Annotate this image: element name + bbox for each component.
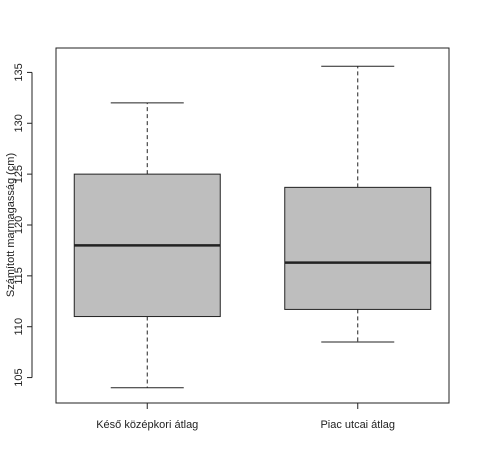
y-axis: 105 110 115 120 125 130 135 [13,63,33,387]
x-axis-labels: Késő középkori átlag Piac utcai átlag [96,403,395,431]
box-1 [73,102,221,389]
iqr-box [284,186,432,310]
y-tick-label: 130 [13,114,25,132]
y-axis-title: Számított marmagasság (cm) [5,153,17,297]
x-category-label: Piac utcai átlag [320,419,395,431]
y-tick-label: 105 [13,368,25,386]
y-tick-label: 120 [13,216,25,234]
boxes [73,65,432,389]
y-tick-label: 115 [13,267,25,285]
x-category-label: Késő középkori átlag [96,419,198,431]
y-tick-label: 125 [13,165,25,183]
plot-frame [55,47,450,404]
y-tick-label: 135 [13,63,25,81]
y-tick-label: 110 [13,318,25,336]
box-2 [284,65,432,343]
